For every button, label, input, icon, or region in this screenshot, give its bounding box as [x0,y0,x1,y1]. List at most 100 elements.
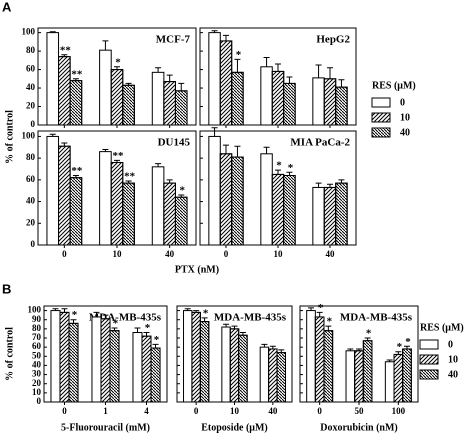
y-tick-label: 70 [32,332,42,342]
bar-hatch [68,322,79,403]
error-bar [395,351,402,355]
y-tick-label: 40 [26,196,36,206]
bar-hatch [109,330,120,403]
x-axis-label: 5-Fluorouracil (mM) [61,422,150,433]
y-tick-label: 20 [32,378,42,388]
error-bar [61,142,68,147]
y-tick-label: 100 [28,305,42,315]
significance-mark: ** [124,170,136,182]
y-tick-label: 40 [26,82,36,92]
legend-title: RES (μM) [420,322,464,333]
error-bar [275,169,281,175]
bar-hatch [283,82,296,126]
significance-mark: * [288,162,294,174]
bar-hatch [58,145,71,246]
bar-hatch [314,316,325,403]
bar-hatch [283,175,296,246]
y-tick-label: 50 [32,350,42,360]
error-bar [278,349,285,353]
bar [132,332,143,403]
error-bar [269,345,276,349]
error-bar [61,54,68,57]
bar-hatch [335,86,348,126]
significance-mark: * [180,185,186,197]
error-bar [263,146,270,154]
legend-title: RES (μM) [372,80,416,91]
error-bar [386,359,393,362]
error-bar [286,171,293,176]
y-tick-label: 0 [37,396,42,406]
x-tick-label: 0 [194,406,199,416]
legend-hatch [419,354,439,365]
error-bar [315,182,322,188]
error-bar [61,308,68,313]
error-bar [52,308,59,311]
bar-hatch [268,348,278,403]
x-tick-label: 40 [165,249,175,259]
error-bar [327,183,333,188]
y-tick-label: 0 [31,239,36,249]
x-axis-label: Etoposide (μM) [201,422,268,433]
bar [91,316,102,403]
legend-hatch [371,112,391,123]
error-bar [114,159,120,163]
x-tick-label: 100 [392,406,406,416]
y-axis-label: % of control [4,327,15,381]
x-axis-label: PTX (nM) [175,264,219,275]
y-tick-label: 30 [32,369,42,379]
significance-mark: * [154,334,160,346]
error-bar [231,325,238,329]
bar-hatch [69,177,83,246]
bar-hatch [229,328,240,403]
error-bar [223,144,229,154]
bar-hatch [323,186,337,246]
error-bar [263,57,270,67]
bar-hatch [219,40,233,126]
bar-hatch [362,340,373,403]
significance-mark: * [397,341,403,353]
significance-mark: ** [113,150,125,162]
significance-mark: * [113,317,119,329]
bar [151,166,165,246]
bar-hatch [150,347,161,403]
significance-mark: * [405,336,411,348]
bar-hatch [163,182,176,246]
bar-hatch [69,80,83,126]
bar [260,66,273,126]
bar [221,326,231,403]
error-bar [102,40,109,51]
error-bar [201,317,208,322]
y-axis-label: % of control [4,110,15,164]
y-tick-label: 90 [32,314,42,324]
error-bar [403,345,410,349]
bar-hatch [354,350,364,403]
y-tick-label: 100 [22,130,36,140]
bar [46,32,60,126]
error-bar [93,311,100,317]
bar-hatch [231,156,244,246]
bar-hatch [110,69,124,126]
bar-hatch [58,56,71,126]
error-bar [275,63,281,72]
x-tick-label: 40 [326,249,336,259]
error-bar [166,74,173,82]
chart-title: MDA-MB-435s [340,312,413,324]
bar-hatch [141,335,152,403]
legend-label: 10 [400,112,410,123]
significance-mark: * [318,302,324,314]
bar-hatch [110,161,124,246]
y-tick-label: 80 [26,45,36,55]
error-bar [364,337,371,341]
bar-hatch [122,84,135,126]
legend-swatch [371,97,391,108]
bar [312,186,325,246]
x-tick-label: 10 [230,406,240,416]
error-bar [315,64,322,78]
x-tick-label: 0 [224,249,229,259]
bar [260,153,273,246]
x-tick-label: 10 [113,249,123,259]
bar [259,346,270,403]
error-bar [178,82,185,91]
y-tick-label: 20 [26,217,36,227]
error-bar [347,348,354,351]
